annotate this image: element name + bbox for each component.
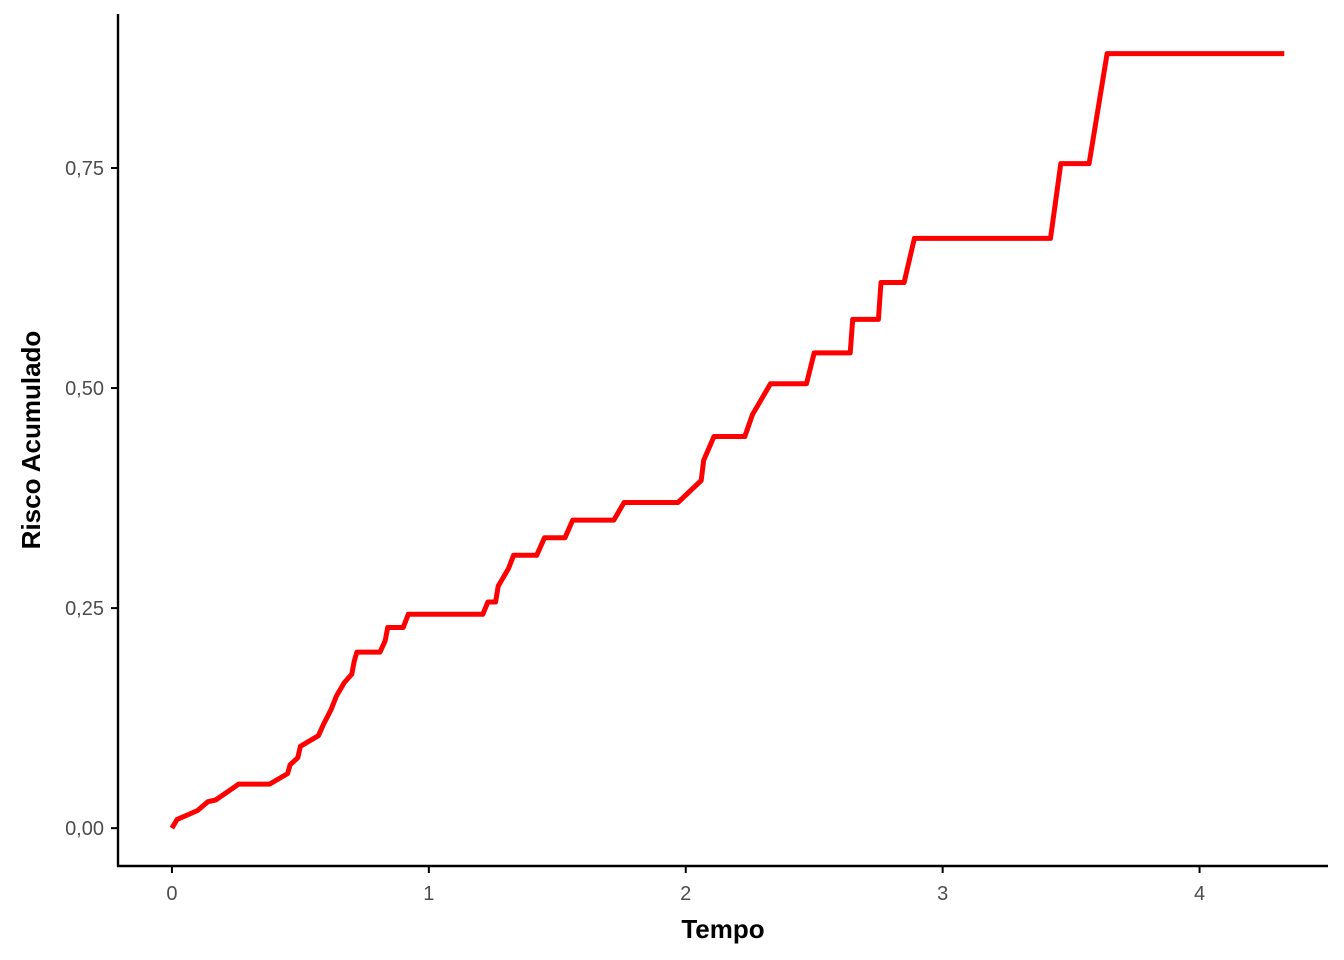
x-tick-label: 1 (423, 883, 434, 905)
x-tick-label: 3 (937, 883, 948, 905)
x-tick-label: 0 (166, 883, 177, 905)
y-axis-title: Risco Acumulado (16, 331, 46, 550)
x-axis-title: Tempo (681, 914, 764, 944)
x-tick-label: 2 (680, 883, 691, 905)
series-layer (169, 51, 1285, 830)
cumulative-risk-line (169, 51, 1285, 830)
y-tick-label: 0,75 (65, 158, 104, 180)
y-tick-label: 0,50 (65, 378, 104, 400)
y-tick-label: 0,00 (65, 818, 104, 840)
x-axis-ticks: 0 1 2 3 4 (166, 866, 1205, 905)
y-tick-label: 0,25 (65, 598, 104, 620)
y-axis-ticks: 0,00 0,25 0,50 0,75 (65, 158, 118, 840)
x-tick-label: 4 (1194, 883, 1205, 905)
